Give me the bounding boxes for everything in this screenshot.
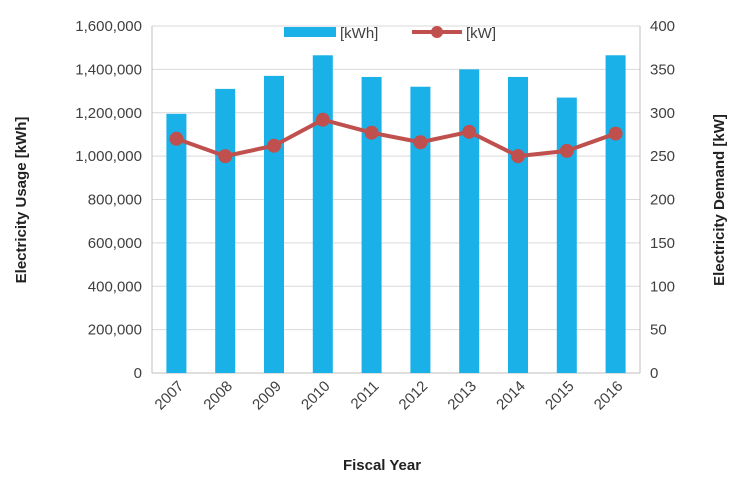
left-tick-label: 600,000 (88, 235, 142, 252)
left-tick-label: 0 (134, 365, 142, 382)
left-tick-label: 1,000,000 (75, 148, 142, 165)
bar-2010 (312, 55, 333, 373)
right-tick-label: 50 (650, 322, 667, 339)
legend-label-kw: [kW] (466, 25, 496, 42)
bar-2016 (605, 55, 626, 373)
right-tick-label: 200 (650, 192, 675, 209)
demand-point-2007 (169, 131, 184, 146)
left-tick-label: 1,400,000 (75, 61, 142, 78)
bar-2007 (166, 113, 187, 373)
right-tick-label: 150 (650, 235, 675, 252)
bar-2013 (459, 69, 480, 373)
demand-point-2012 (413, 135, 428, 150)
bar-2009 (264, 75, 284, 373)
demand-point-2011 (364, 125, 379, 140)
bar-2015 (556, 97, 577, 373)
demand-point-2015 (559, 143, 574, 158)
demand-point-2010 (315, 112, 330, 127)
right-tick-label: 400 (650, 18, 675, 35)
legend: [kWh] [kW] (284, 25, 496, 42)
bar-2008 (215, 88, 236, 374)
right-tick-label: 100 (650, 278, 675, 295)
legend-swatch-kwh (284, 27, 336, 37)
left-axis-ticks: 0 200,000 400,000 600,000 800,000 1,000,000 1,… (75, 18, 142, 382)
bar-2014 (508, 76, 528, 373)
demand-point-2009 (267, 138, 281, 153)
x-axis-title: Fiscal Year (343, 457, 421, 474)
left-tick-label: 400,000 (88, 278, 142, 295)
right-tick-label: 250 (650, 148, 675, 165)
left-tick-label: 1,600,000 (75, 18, 142, 35)
demand-point-2013 (462, 124, 477, 139)
right-axis-title: Electricity Demand [kW] (711, 114, 728, 286)
left-tick-label: 1,200,000 (75, 105, 142, 122)
legend-label-kwh: [kWh] (340, 25, 378, 42)
line-series (169, 112, 623, 164)
left-tick-label: 200,000 (88, 322, 142, 339)
left-axis-title: Electricity Usage [kWh] (13, 117, 30, 284)
demand-point-2008 (218, 149, 233, 164)
right-tick-label: 0 (650, 365, 658, 382)
demand-line (175, 117, 617, 159)
bar-2012 (410, 86, 431, 373)
demand-point-2016 (608, 126, 623, 141)
right-tick-label: 350 (650, 61, 675, 78)
bar-2011 (361, 76, 382, 373)
right-axis-ticks: 0 50 100 150 200 250 300 350 400 (650, 18, 675, 382)
right-tick-label: 300 (650, 105, 675, 122)
demand-point-2014 (511, 149, 525, 164)
legend-swatch-kw-marker (431, 26, 443, 38)
left-tick-label: 800,000 (88, 192, 142, 209)
